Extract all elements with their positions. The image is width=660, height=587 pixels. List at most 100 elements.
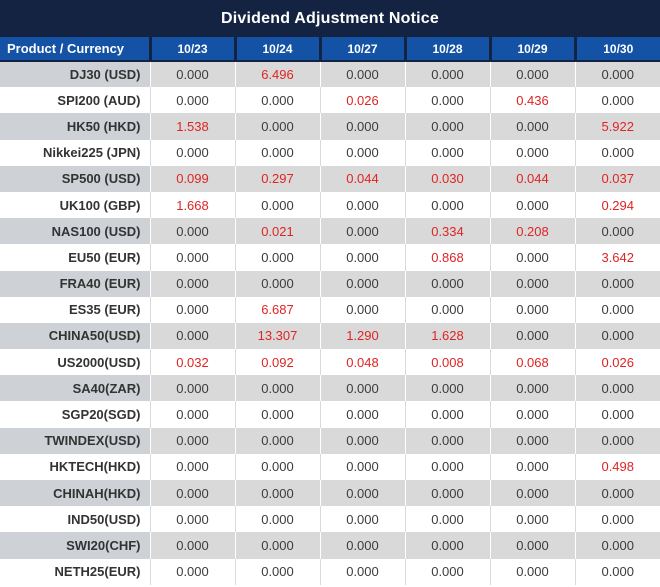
dividend-value-cell: 6.687 xyxy=(235,296,321,323)
dividend-value-cell: 0.092 xyxy=(235,349,321,376)
dividend-value-cell: 0.000 xyxy=(150,427,236,454)
dividend-value-cell: 0.000 xyxy=(490,191,576,219)
header-row: Product / Currency 10/23 10/24 10/27 10/28 10… xyxy=(0,37,660,62)
dividend-value-cell: 0.000 xyxy=(150,61,236,88)
dividend-value-cell: 0.000 xyxy=(405,506,491,533)
dividend-value-cell: 0.000 xyxy=(235,453,321,480)
table-row: SA40(ZAR) 0.000 0.000 0.000 0.000 0.000 0.000 xyxy=(0,375,660,402)
table-row: SPI200 (AUD) 0.000 0.000 0.026 0.000 0.436 0.0… xyxy=(0,87,660,114)
dividend-value-cell: 0.000 xyxy=(405,113,491,140)
dividend-value-cell: 0.000 xyxy=(490,532,576,559)
product-label: Nikkei225 (JPN) xyxy=(0,139,151,166)
dividend-value-cell: 0.099 xyxy=(150,165,236,192)
dividend-value-cell: 0.000 xyxy=(490,113,576,140)
dividend-value-cell: 0.000 xyxy=(150,139,236,166)
dividend-value-cell: 0.000 xyxy=(150,532,236,559)
product-label: SP500 (USD) xyxy=(0,165,151,192)
dividend-value-cell: 0.000 xyxy=(235,139,321,166)
product-label: CHINAH(HKD) xyxy=(0,480,151,507)
product-label: CHINA50(USD) xyxy=(0,322,151,350)
dividend-value-cell: 0.000 xyxy=(320,453,406,480)
table-row: SGP20(SGD) 0.000 0.000 0.000 0.000 0.000 0.000 xyxy=(0,401,660,428)
product-label: SWI20(CHF) xyxy=(0,532,151,559)
table-row: IND50(USD) 0.000 0.000 0.000 0.000 0.000 0.000 xyxy=(0,506,660,533)
product-label: UK100 (GBP) xyxy=(0,191,151,219)
dividend-value-cell: 13.307 xyxy=(235,322,321,350)
product-label: FRA40 (EUR) xyxy=(0,270,151,297)
table-row: US2000(USD) 0.032 0.092 0.048 0.008 0.068 0.02… xyxy=(0,349,660,376)
dividend-value-cell: 0.000 xyxy=(575,558,660,585)
dividend-value-cell: 0.000 xyxy=(405,61,491,88)
dividend-value-cell: 0.000 xyxy=(235,558,321,585)
page-title: Dividend Adjustment Notice xyxy=(0,0,660,37)
dividend-value-cell: 0.000 xyxy=(405,191,491,219)
dividend-value-cell: 0.000 xyxy=(150,480,236,507)
dividend-value-cell: 0.000 xyxy=(490,270,576,297)
dividend-value-cell: 0.026 xyxy=(320,87,406,114)
product-label: NETH25(EUR) xyxy=(0,558,151,585)
dividend-value-cell: 0.000 xyxy=(235,506,321,533)
dividend-value-cell: 0.000 xyxy=(575,270,660,297)
table-row: FRA40 (EUR) 0.000 0.000 0.000 0.000 0.000 0.00… xyxy=(0,270,660,297)
dividend-value-cell: 1.538 xyxy=(150,113,236,140)
dividend-value-cell: 0.000 xyxy=(405,87,491,114)
dividend-value-cell: 0.000 xyxy=(320,61,406,88)
dividend-value-cell: 6.496 xyxy=(235,61,321,88)
dividend-value-cell: 0.000 xyxy=(235,191,321,219)
dividend-value-cell: 0.068 xyxy=(490,349,576,376)
dividend-value-cell: 1.628 xyxy=(405,322,491,350)
dividend-value-cell: 0.000 xyxy=(490,558,576,585)
dividend-value-cell: 0.000 xyxy=(405,270,491,297)
dividend-value-cell: 0.030 xyxy=(405,165,491,192)
dividend-value-cell: 0.000 xyxy=(575,427,660,454)
dividend-value-cell: 0.000 xyxy=(575,139,660,166)
dividend-value-cell: 0.000 xyxy=(405,139,491,166)
table-row: HK50 (HKD) 1.538 0.000 0.000 0.000 0.000 5.922 xyxy=(0,113,660,140)
dividend-value-cell: 0.000 xyxy=(490,296,576,323)
product-label: TWINDEX(USD) xyxy=(0,427,151,454)
dividend-value-cell: 0.297 xyxy=(235,165,321,192)
table-row: NAS100 (USD) 0.000 0.021 0.000 0.334 0.208 0.0… xyxy=(0,218,660,245)
dividend-value-cell: 0.000 xyxy=(575,401,660,428)
product-label: ES35 (EUR) xyxy=(0,296,151,323)
dividend-value-cell: 1.290 xyxy=(320,322,406,350)
dividend-value-cell: 0.000 xyxy=(150,244,236,271)
product-label: SGP20(SGD) xyxy=(0,401,151,428)
dividend-value-cell: 0.000 xyxy=(490,375,576,402)
table-row: NETH25(EUR) 0.000 0.000 0.000 0.000 0.000 0.00… xyxy=(0,558,660,585)
col-header-date: 10/23 xyxy=(148,37,235,62)
dividend-value-cell: 0.000 xyxy=(575,532,660,559)
dividend-value-cell: 0.000 xyxy=(150,506,236,533)
dividend-value-cell: 0.000 xyxy=(320,296,406,323)
dividend-value-cell: 0.294 xyxy=(575,191,660,219)
dividend-value-cell: 0.000 xyxy=(490,61,576,88)
dividend-value-cell: 0.000 xyxy=(235,480,321,507)
dividend-value-cell: 0.000 xyxy=(320,427,406,454)
dividend-value-cell: 0.000 xyxy=(235,87,321,114)
dividend-value-cell: 0.000 xyxy=(490,401,576,428)
dividend-value-cell: 0.000 xyxy=(320,506,406,533)
dividend-value-cell: 0.000 xyxy=(575,375,660,402)
dividend-value-cell: 0.436 xyxy=(490,87,576,114)
dividend-value-cell: 0.000 xyxy=(235,401,321,428)
product-label: EU50 (EUR) xyxy=(0,244,151,271)
dividend-value-cell: 0.048 xyxy=(320,349,406,376)
dividend-value-cell: 0.208 xyxy=(490,218,576,245)
dividend-value-cell: 0.000 xyxy=(320,558,406,585)
table-row: SWI20(CHF) 0.000 0.000 0.000 0.000 0.000 0.000 xyxy=(0,532,660,559)
product-label: HKTECH(HKD) xyxy=(0,453,151,480)
dividend-value-cell: 0.026 xyxy=(575,349,660,376)
table-row: HKTECH(HKD) 0.000 0.000 0.000 0.000 0.000 0.49… xyxy=(0,453,660,480)
dividend-value-cell: 0.000 xyxy=(490,322,576,350)
dividend-value-cell: 0.000 xyxy=(490,244,576,271)
col-header-date: 10/29 xyxy=(488,37,575,62)
product-label: SPI200 (AUD) xyxy=(0,87,151,114)
table-row: TWINDEX(USD) 0.000 0.000 0.000 0.000 0.000 0.0… xyxy=(0,427,660,454)
dividend-value-cell: 0.044 xyxy=(320,165,406,192)
table-row: CHINA50(USD) 0.000 13.307 1.290 1.628 0.000 0.… xyxy=(0,322,660,350)
product-label: IND50(USD) xyxy=(0,506,151,533)
dividend-value-cell: 0.000 xyxy=(150,218,236,245)
dividend-value-cell: 0.000 xyxy=(575,218,660,245)
dividend-value-cell: 0.000 xyxy=(405,401,491,428)
